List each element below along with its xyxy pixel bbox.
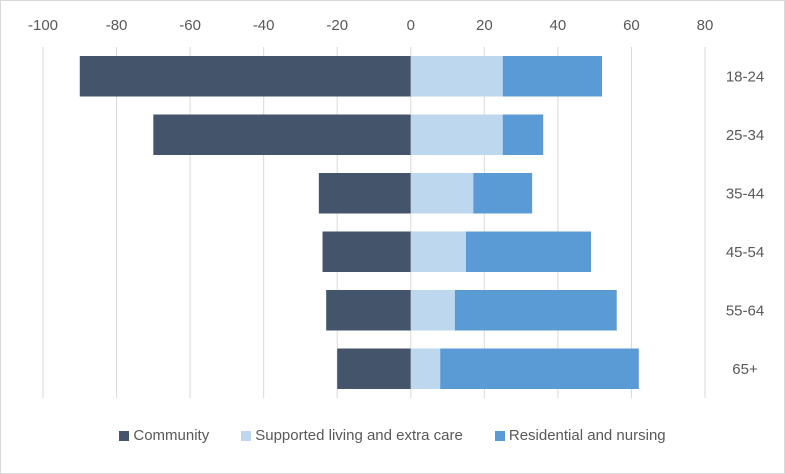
- legend-label: Community: [133, 427, 210, 444]
- category-label: 25-34: [726, 127, 764, 144]
- bar-residential-and-nursing-55-64: [454, 290, 617, 331]
- x-tick-label: -80: [106, 17, 128, 34]
- bar-supported-living-and-extra-care-45-54: [410, 231, 466, 272]
- category-label: 65+: [732, 361, 758, 378]
- x-tick-label: 0: [407, 17, 415, 34]
- legend-item: Residential and nursing: [494, 427, 666, 444]
- bar-supported-living-and-extra-care-18-24: [410, 56, 503, 97]
- category-label: 55-64: [726, 302, 764, 319]
- bar-residential-and-nursing-45-54: [465, 231, 591, 272]
- bar-supported-living-and-extra-care-65+: [410, 348, 441, 389]
- legend-swatch: [119, 430, 130, 441]
- category-label: 45-54: [726, 244, 764, 261]
- legend-swatch: [241, 430, 252, 441]
- bar-community-55-64: [326, 290, 411, 331]
- bar-community-65+: [337, 348, 411, 389]
- x-tick-label: 20: [476, 17, 493, 34]
- x-tick-label: -20: [326, 17, 348, 34]
- bar-residential-and-nursing-65+: [440, 348, 639, 389]
- bar-supported-living-and-extra-care-35-44: [410, 173, 474, 214]
- legend-item: Community: [119, 427, 209, 444]
- bar-community-18-24: [79, 56, 411, 97]
- bar-community-45-54: [322, 231, 411, 272]
- x-tick-label: 40: [550, 17, 567, 34]
- x-tick-label: -60: [179, 17, 201, 34]
- legend-label: Supported living and extra care: [255, 427, 463, 444]
- x-tick-label: 60: [623, 17, 640, 34]
- legend-item: Supported living and extra care: [241, 427, 463, 444]
- x-tick-label: -40: [253, 17, 275, 34]
- x-tick-label: 80: [697, 17, 714, 34]
- bar-community-35-44: [318, 173, 411, 214]
- bar-supported-living-and-extra-care-55-64: [410, 290, 455, 331]
- category-label: 18-24: [726, 68, 764, 85]
- legend-label: Residential and nursing: [508, 427, 666, 444]
- x-tick-label: -100: [28, 17, 58, 34]
- bar-residential-and-nursing-25-34: [502, 114, 544, 155]
- legend-swatch: [494, 430, 505, 441]
- bar-residential-and-nursing-18-24: [502, 56, 603, 97]
- bar-supported-living-and-extra-care-25-34: [410, 114, 503, 155]
- legend: Community Supported living and extra care…: [0, 427, 785, 444]
- bar-residential-and-nursing-35-44: [473, 173, 533, 214]
- bar-community-25-34: [153, 114, 411, 155]
- category-label: 35-44: [726, 185, 764, 202]
